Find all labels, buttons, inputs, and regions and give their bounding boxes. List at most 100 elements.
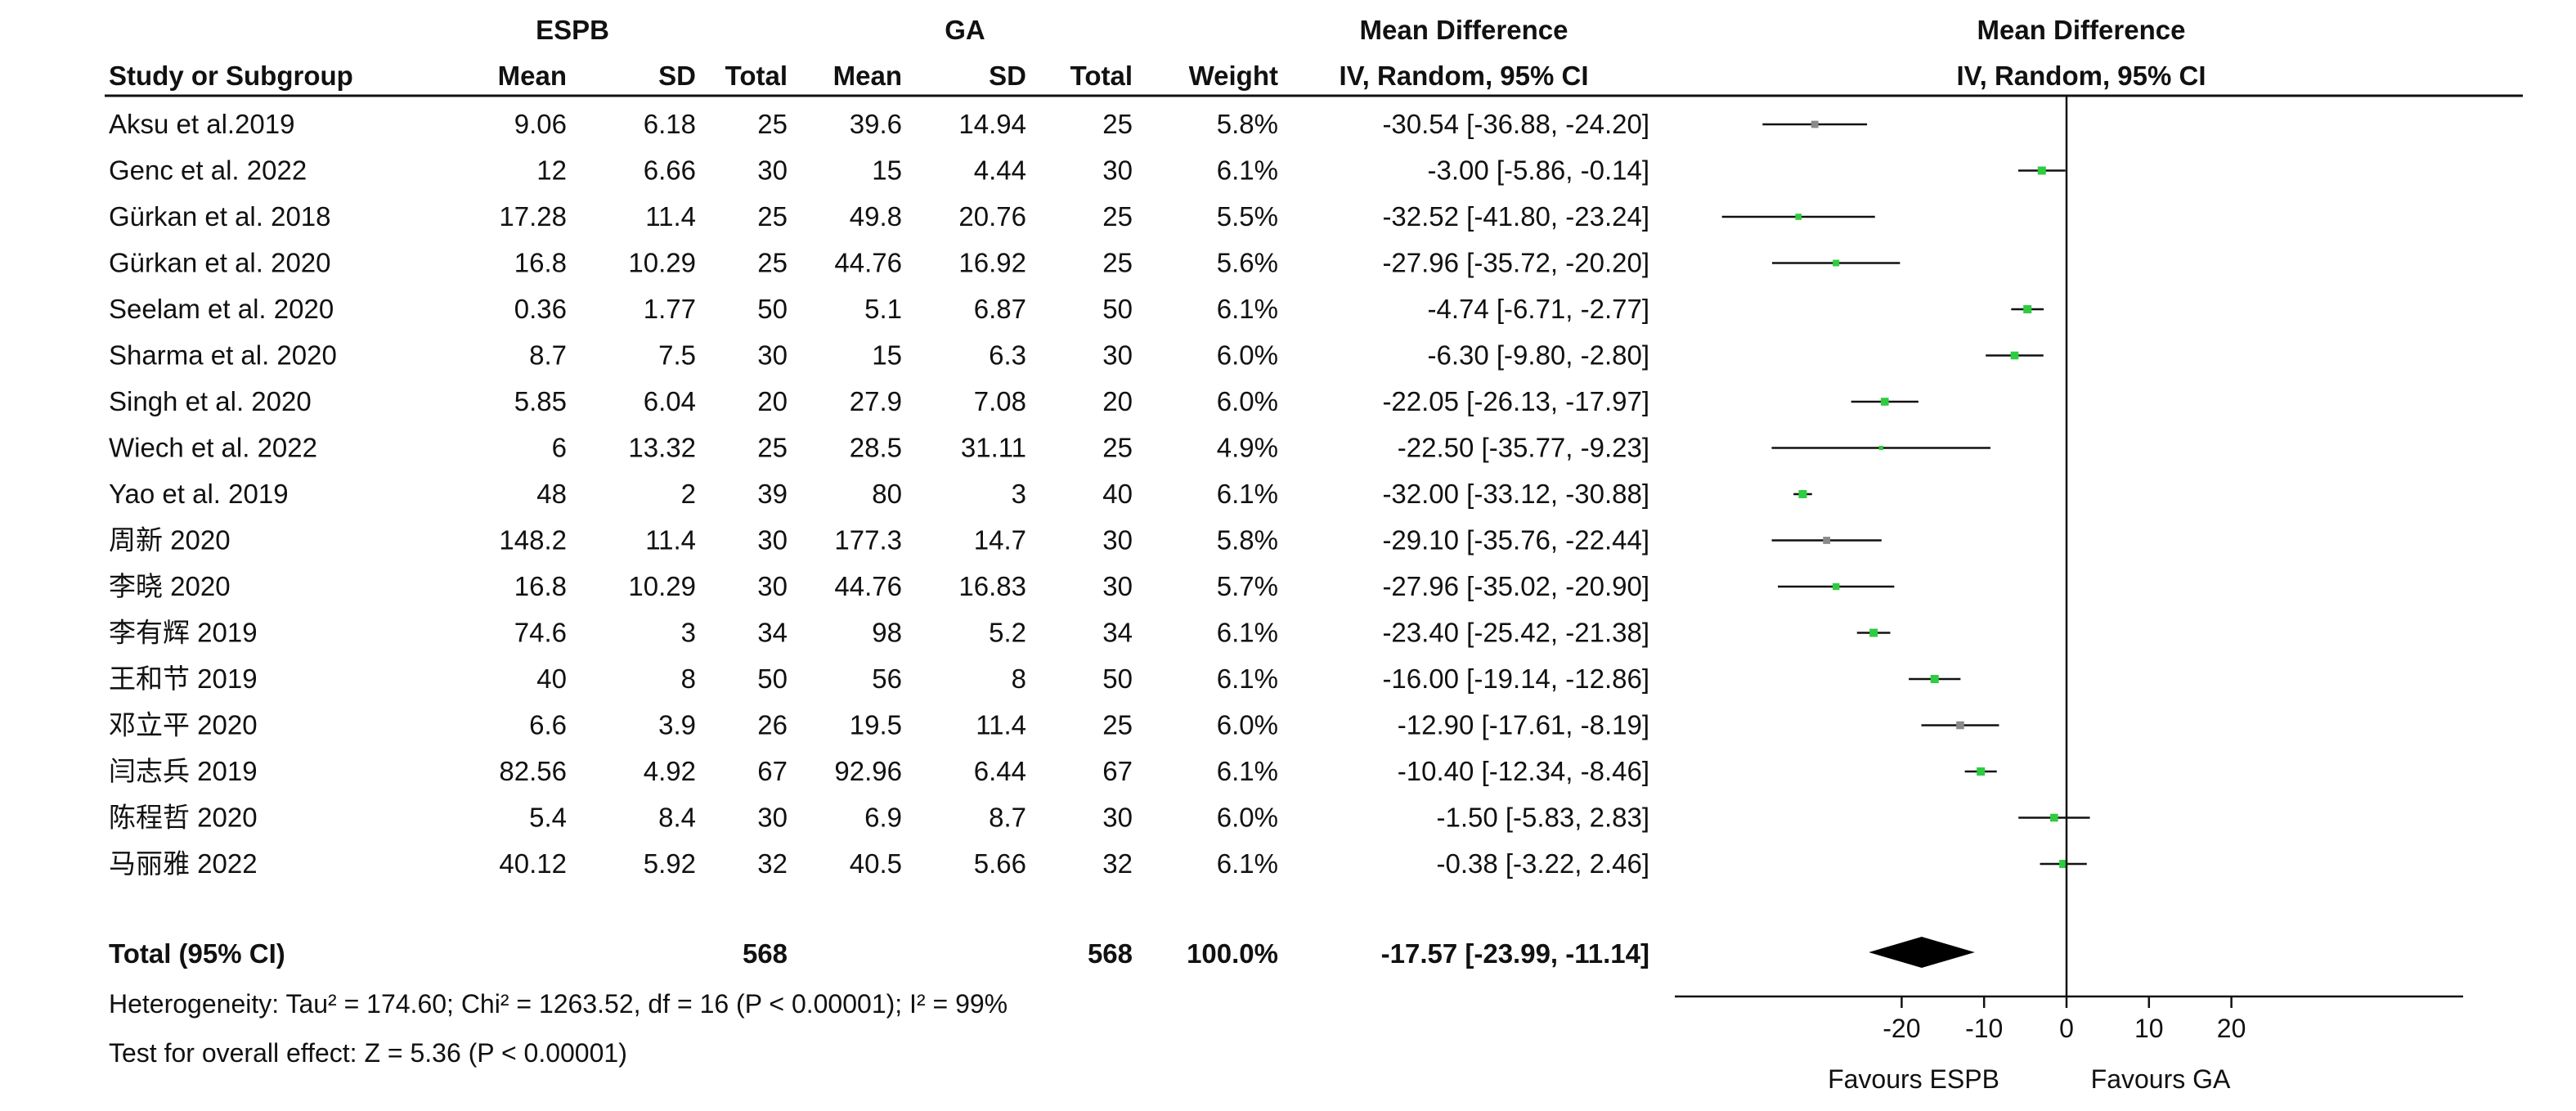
study-name: 邓立平 2020 (109, 710, 258, 740)
study-row: Aksu et al.2019 9.06 6.18 25 39.6 14.94 25 5.8%… (109, 109, 1649, 139)
sd2-value: 5.66 (974, 848, 1026, 879)
sd2-value: 8 (1012, 663, 1026, 694)
study-name: Gürkan et al. 2020 (109, 248, 331, 278)
heterogeneity-text: Heterogeneity: Tau² = 174.60; Chi² = 126… (109, 989, 1008, 1019)
total2-value: 25 (1102, 433, 1133, 463)
total2-value: 67 (1102, 756, 1133, 786)
ci-value: -3.00 [-5.86, -0.14] (1428, 155, 1650, 186)
point-estimate (1798, 490, 1807, 498)
study-name: Gürkan et al. 2018 (109, 201, 331, 232)
sd2-value: 16.92 (958, 248, 1026, 278)
weight-value: 5.5% (1217, 201, 1278, 232)
mean2-value: 44.76 (834, 571, 902, 601)
weight-value: 6.1% (1217, 294, 1278, 324)
sd1-value: 1.77 (644, 294, 696, 324)
study-row: Gürkan et al. 2018 17.28 11.4 25 49.8 20.76 25… (109, 201, 1649, 232)
weight-value: 6.0% (1217, 340, 1278, 371)
ci-value: -6.30 [-9.80, -2.80] (1428, 340, 1650, 371)
point-estimate (2050, 813, 2058, 822)
mean2-value: 80 (872, 479, 902, 509)
favours-left-label: Favours ESPB (1828, 1064, 1999, 1094)
overall-effect-text: Test for overall effect: Z = 5.36 (P < 0… (109, 1038, 627, 1068)
col-weight-header: Weight (1189, 61, 1278, 91)
study-row: 邓立平 2020 6.6 3.9 26 19.5 11.4 25 6.0% -12.90 [-1… (109, 710, 1649, 740)
sd2-value: 7.08 (974, 386, 1026, 416)
total1-value: 25 (757, 433, 788, 463)
study-name: Aksu et al.2019 (109, 109, 295, 139)
total2-value: 34 (1102, 618, 1133, 648)
sd1-value: 6.18 (644, 109, 696, 139)
favours-right-label: Favours GA (2091, 1064, 2231, 1094)
total1-value: 20 (757, 386, 788, 416)
study-row: 闫志兵 2019 82.56 4.92 67 92.96 6.44 67 6.1% -10.40… (109, 756, 1649, 786)
sd1-value: 7.5 (658, 340, 696, 371)
point-estimate (1977, 767, 1986, 776)
study-row: 陈程哲 2020 5.4 8.4 30 6.9 8.7 30 6.0% -1.50 [-5.83… (109, 803, 1649, 833)
point-estimate (1878, 445, 1883, 451)
weight-value: 6.0% (1217, 803, 1278, 833)
point-estimate (1823, 537, 1831, 544)
mean2-value: 98 (872, 618, 902, 648)
total1-value: 50 (757, 294, 788, 324)
sd1-value: 4.92 (644, 756, 696, 786)
ci-value: -22.50 [-35.77, -9.23] (1398, 433, 1649, 463)
point-estimate (2037, 166, 2046, 175)
mean1-value: 5.85 (514, 386, 567, 416)
weight-value: 6.0% (1217, 386, 1278, 416)
mean1-value: 48 (536, 479, 567, 509)
mean2-value: 177.3 (834, 525, 902, 556)
mean2-value: 92.96 (834, 756, 902, 786)
study-row: 李有辉 2019 74.6 3 34 98 5.2 34 6.1% -23.40 [-25.42… (109, 618, 1649, 648)
total1-value: 25 (757, 201, 788, 232)
total-label: Total (95% CI) (109, 938, 285, 969)
sd2-value: 14.94 (958, 109, 1026, 139)
total-ci: -17.57 [-23.99, -11.14] (1381, 938, 1649, 969)
sd1-value: 6.66 (644, 155, 696, 186)
weight-value: 5.8% (1217, 109, 1278, 139)
col-sd2-header: SD (989, 61, 1026, 91)
effect-right-header: Mean Difference (1977, 15, 2186, 45)
weight-value: 5.6% (1217, 248, 1278, 278)
ci-value: -1.50 [-5.83, 2.83] (1436, 803, 1649, 833)
mean1-value: 40.12 (499, 848, 567, 879)
mean2-value: 40.5 (850, 848, 902, 879)
pooled-diamond (1869, 937, 1975, 968)
point-estimate (1956, 721, 1964, 730)
study-row: 周新 2020 148.2 11.4 30 177.3 14.7 30 5.8% -29.10 … (109, 525, 1649, 556)
mean2-value: 56 (872, 663, 902, 694)
col-mean1-header: Mean (498, 61, 567, 91)
mean1-value: 6 (552, 433, 567, 463)
weight-value: 5.7% (1217, 571, 1278, 601)
study-row: Sharma et al. 2020 8.7 7.5 30 15 6.3 30 6.0% -6.… (109, 340, 1649, 371)
ci-value: -32.00 [-33.12, -30.88] (1382, 479, 1649, 509)
point-estimate (1832, 582, 1840, 591)
mean1-value: 17.28 (499, 201, 567, 232)
total2-value: 40 (1102, 479, 1133, 509)
mean1-value: 16.8 (514, 248, 567, 278)
total1-value: 32 (757, 848, 788, 879)
sd2-value: 5.2 (989, 618, 1026, 648)
study-name: 李有辉 2019 (109, 618, 258, 648)
mean1-value: 74.6 (514, 618, 567, 648)
weight-value: 6.1% (1217, 663, 1278, 694)
effect-left-header: Mean Difference (1360, 15, 1568, 45)
total-n1: 568 (743, 938, 788, 969)
ci-value: -29.10 [-35.76, -22.44] (1382, 525, 1649, 556)
mean2-value: 49.8 (850, 201, 902, 232)
total2-value: 25 (1102, 710, 1133, 740)
ci-value: -23.40 [-25.42, -21.38] (1382, 618, 1649, 648)
ci-value: -0.38 [-3.22, 2.46] (1436, 848, 1649, 879)
mean1-value: 16.8 (514, 571, 567, 601)
weight-value: 6.1% (1217, 155, 1278, 186)
ci-value: -30.54 [-36.88, -24.20] (1382, 109, 1649, 139)
study-name: 李晓 2020 (109, 571, 231, 601)
effect-left-subheader: IV, Random, 95% CI (1339, 61, 1588, 91)
sd2-value: 6.3 (989, 340, 1026, 371)
sd2-value: 11.4 (976, 710, 1026, 740)
study-name: 陈程哲 2020 (109, 803, 258, 833)
study-row: 马丽雅 2022 40.12 5.92 32 40.5 5.66 32 6.1% -0.38 [… (109, 848, 1649, 879)
sd1-value: 3 (681, 618, 696, 648)
col-study-header: Study or Subgroup (109, 61, 353, 91)
plot-area (1721, 120, 2090, 968)
sd1-value: 6.04 (644, 386, 696, 416)
